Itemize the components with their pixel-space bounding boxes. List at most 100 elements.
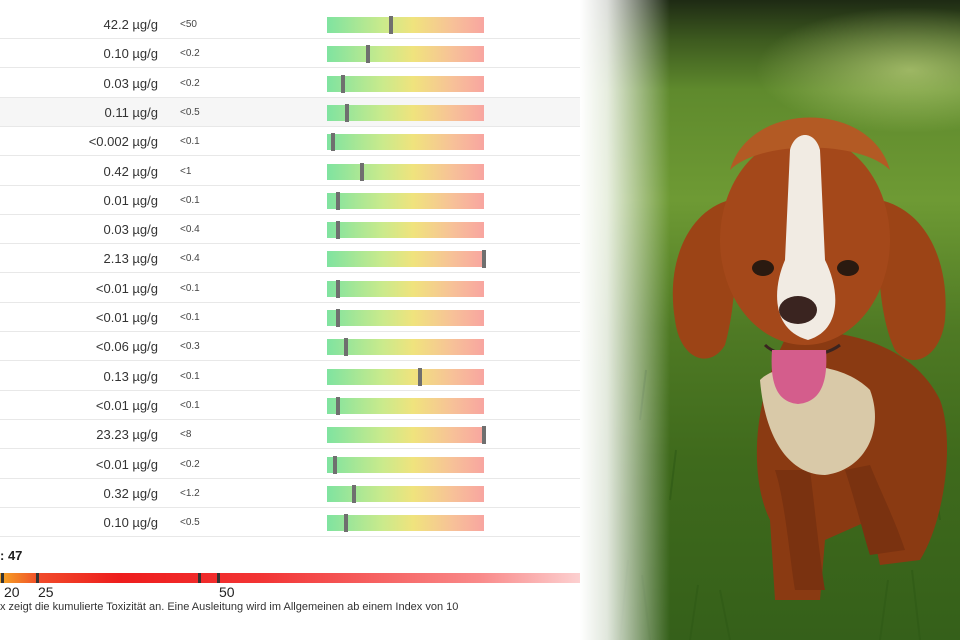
level-marker: [335, 221, 340, 240]
result-value: 0.03 µg/g: [103, 75, 158, 91]
level-bar: [327, 279, 484, 298]
result-value: 0.03 µg/g: [103, 222, 158, 238]
result-row: 0.01 µg/g <0.1: [0, 186, 580, 215]
level-marker: [343, 514, 348, 533]
dog-illustration: [619, 117, 948, 640]
level-marker: [335, 396, 340, 415]
result-limit: <1.2: [180, 487, 200, 499]
result-value: <0.01 µg/g: [95, 456, 158, 472]
level-bar: [327, 45, 484, 64]
result-limit: <0.5: [180, 106, 200, 118]
level-marker: [345, 103, 350, 122]
result-limit: <1: [180, 165, 192, 177]
result-value: 0.10 µg/g: [103, 515, 158, 531]
index-tick-label-50: 50: [219, 584, 235, 600]
result-row: <0.01 µg/g <0.2: [0, 450, 580, 479]
level-bar: [327, 16, 484, 34]
index-tick-label-25: 25: [38, 584, 54, 600]
level-marker: [335, 309, 340, 327]
result-value: 0.11 µg/g: [104, 104, 158, 120]
index-footnote: x zeigt die kumulierte Toxizität an. Ein…: [0, 601, 459, 613]
level-marker: [417, 367, 422, 386]
result-limit: <8: [180, 429, 192, 441]
result-limit: <0.2: [180, 48, 200, 60]
toxicity-index-label: : 47: [0, 548, 23, 563]
level-marker: [365, 45, 370, 64]
level-marker: [343, 338, 348, 357]
dog-photo: [580, 0, 960, 640]
result-limit: <0.1: [180, 136, 200, 148]
level-marker: [340, 74, 345, 93]
result-row: 0.10 µg/g <0.2: [0, 39, 580, 69]
result-row: 0.32 µg/g <1.2: [0, 479, 580, 508]
level-marker: [331, 133, 336, 152]
result-row: 0.10 µg/g <0.5: [0, 508, 580, 538]
result-value: <0.01 µg/g: [95, 310, 158, 325]
result-limit: <0.3: [180, 341, 200, 353]
index-tick-25: [36, 573, 39, 583]
level-marker: [335, 279, 340, 298]
result-row: 42.2 µg/g <50: [0, 10, 580, 39]
result-value: 0.13 µg/g: [103, 368, 158, 384]
level-marker: [335, 191, 340, 210]
level-bar: [327, 455, 484, 474]
result-limit: <0.1: [180, 194, 200, 206]
result-row: 0.03 µg/g <0.4: [0, 215, 580, 245]
level-bar: [327, 221, 484, 240]
result-limit: <0.2: [180, 458, 200, 470]
level-bar: [327, 367, 484, 386]
result-row: 23.23 µg/g <8: [0, 420, 580, 450]
result-value: 0.42 µg/g: [103, 163, 158, 179]
level-bar: [327, 514, 484, 533]
level-bar: [327, 396, 484, 415]
level-bar: [327, 191, 484, 210]
result-row: 0.11 µg/g <0.5: [0, 97, 580, 127]
result-row: 0.13 µg/g <0.1: [0, 362, 580, 391]
test-results-panel: 42.2 µg/g <50 0.10 µg/g <0.2 0.03 µg/g <0.2 0.…: [0, 10, 580, 613]
result-limit: <0.4: [180, 253, 200, 265]
result-limit: <0.1: [180, 312, 200, 323]
result-row: 2.13 µg/g <0.4: [0, 244, 580, 274]
result-row: <0.01 µg/g <0.1: [0, 274, 580, 303]
result-row: 0.03 µg/g <0.2: [0, 69, 580, 98]
result-limit: <0.2: [180, 77, 200, 89]
result-row: <0.01 µg/g <0.1: [0, 303, 580, 332]
level-bar: [327, 103, 484, 122]
result-value: <0.06 µg/g: [95, 339, 158, 355]
level-bar: [327, 338, 484, 357]
result-value: 2.13 µg/g: [103, 251, 158, 267]
result-value: <0.01 µg/g: [95, 397, 158, 413]
level-marker: [351, 484, 356, 503]
level-bar: [327, 250, 486, 269]
result-value: 0.10 µg/g: [103, 46, 158, 62]
result-row: <0.002 µg/g <0.1: [0, 127, 580, 157]
index-tick-label-20: 20: [4, 584, 20, 600]
result-value: 0.32 µg/g: [103, 485, 158, 501]
result-limit: <0.1: [180, 370, 200, 382]
result-value: <0.01 µg/g: [95, 280, 158, 296]
result-value: 42.2 µg/g: [103, 17, 158, 32]
result-limit: <0.4: [180, 224, 200, 236]
result-value: 23.23 µg/g: [96, 427, 158, 443]
result-row: <0.06 µg/g <0.3: [0, 332, 580, 362]
toxicity-index-bar: [0, 573, 580, 583]
result-value: 0.01 µg/g: [103, 192, 158, 208]
level-bar: [327, 484, 484, 503]
level-bar: [327, 426, 486, 445]
index-tick-start: [1, 573, 4, 583]
level-bar: [327, 309, 484, 327]
level-marker: [332, 455, 337, 474]
level-bar: [327, 162, 484, 181]
level-marker: [389, 16, 394, 34]
result-row: <0.01 µg/g <0.1: [0, 391, 580, 420]
result-row: 0.42 µg/g <1: [0, 157, 580, 186]
index-tick-50: [217, 573, 220, 583]
index-marker-47: [198, 573, 201, 583]
result-limit: <0.1: [180, 399, 200, 411]
result-limit: <50: [180, 19, 197, 30]
level-marker: [359, 162, 364, 181]
level-bar: [327, 74, 484, 93]
level-bar: [327, 133, 484, 152]
result-limit: <0.1: [180, 282, 200, 294]
result-limit: <0.5: [180, 517, 200, 529]
